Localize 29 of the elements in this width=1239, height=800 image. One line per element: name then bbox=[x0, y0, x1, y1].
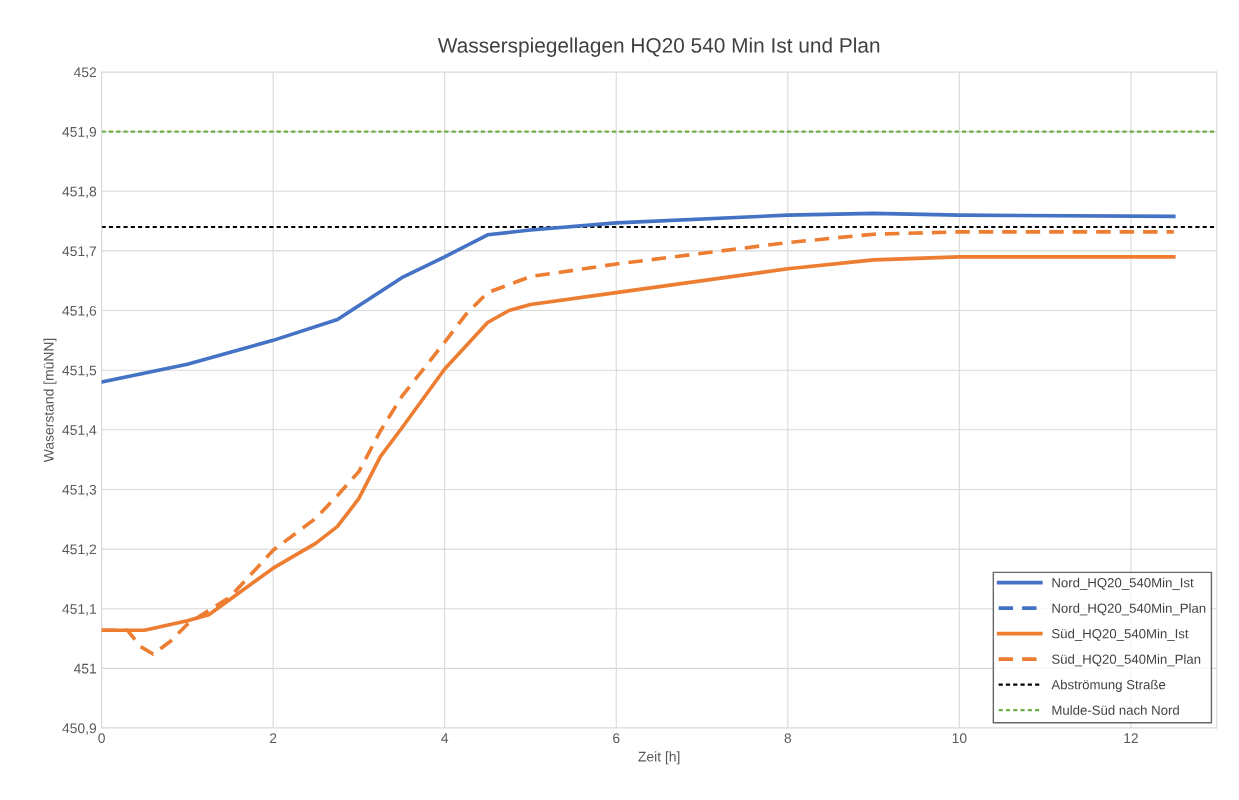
x-tick-label: 4 bbox=[441, 733, 449, 743]
line-series bbox=[101, 211, 1176, 384]
x-axis-title: Zeit [h] bbox=[638, 751, 680, 765]
y-tick-label: 451,4 bbox=[62, 425, 97, 437]
legend-label: Abströmung Straße bbox=[1051, 679, 1166, 692]
y-tick-label: 451,1 bbox=[62, 604, 97, 616]
chart-title: Wasserspiegellagen HQ20 540 Min Ist und Plan bbox=[437, 37, 880, 57]
x-tick-label: 0 bbox=[98, 733, 105, 744]
y-tick-label: 450,9 bbox=[62, 723, 97, 735]
y-tick-label: 451,7 bbox=[62, 246, 97, 258]
y-tick-label: 451,5 bbox=[62, 365, 97, 377]
x-tick-label: 8 bbox=[784, 733, 792, 744]
x-tick-label: 10 bbox=[952, 733, 967, 744]
y-tick-label: 451,8 bbox=[62, 186, 97, 199]
y-tick-label: 452 bbox=[73, 67, 97, 78]
y-tick-label: 451,3 bbox=[62, 484, 97, 497]
legend-label: Mulde-Süd nach Nord bbox=[1052, 705, 1179, 715]
x-tick-label: 2 bbox=[269, 733, 277, 743]
y-tick-label: 451,2 bbox=[62, 544, 97, 556]
legend-label: Süd_HQ20_540Min_Plan bbox=[1051, 654, 1201, 667]
y-tick-label: 451 bbox=[73, 663, 97, 674]
x-tick-label: 6 bbox=[613, 733, 620, 744]
y-tick-label: 451,6 bbox=[62, 305, 97, 318]
y-axis-title: Waserstand [müNN] bbox=[43, 338, 57, 463]
y-tick-label: 451,9 bbox=[62, 126, 97, 139]
legend-label: Süd_HQ20_540Min_Ist bbox=[1051, 628, 1189, 641]
legend-label: Nord_HQ20_540Min_Ist bbox=[1052, 577, 1194, 590]
x-tick-label: 12 bbox=[1124, 733, 1138, 743]
legend-label: Nord_HQ20_540Min_Plan bbox=[1052, 603, 1206, 616]
